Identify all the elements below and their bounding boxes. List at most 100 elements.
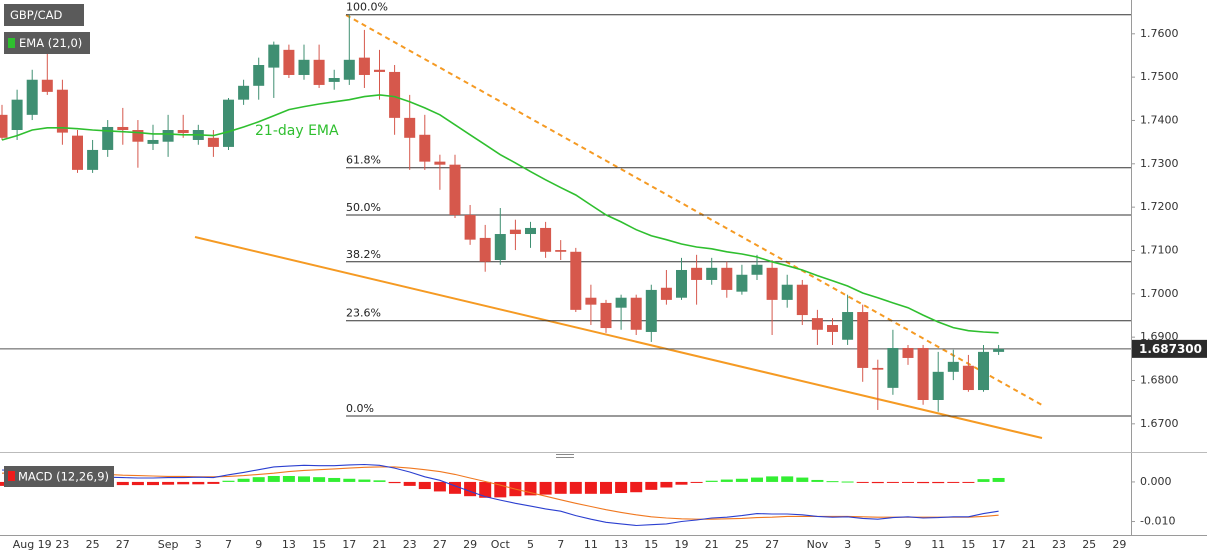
axes: Aug 19 23 25 27 Sep 3 7 9 13 15 17 21 23 27 29 Oct 5 7 11 1… <box>13 27 1207 551</box>
candle-body <box>932 371 944 400</box>
candle-body <box>419 134 431 162</box>
candle-body <box>464 214 476 240</box>
y-tick-label: -0.010 <box>1140 515 1175 528</box>
candle-body <box>56 89 68 133</box>
histogram-bar <box>418 481 431 490</box>
candle-body <box>555 250 567 252</box>
histogram-bar <box>796 477 809 482</box>
histogram-bar <box>660 481 673 488</box>
last-price-box <box>1132 339 1207 358</box>
histogram-bar <box>328 477 341 482</box>
x-tick-label: Sep <box>158 538 179 551</box>
histogram-bar <box>690 481 703 483</box>
histogram-bar <box>539 481 552 495</box>
x-tick-label: 5 <box>874 538 881 551</box>
histogram-bar <box>781 476 794 482</box>
candle-body <box>117 126 129 131</box>
histogram-bar <box>766 476 779 482</box>
candle-body <box>887 347 899 388</box>
y-tick-label: 1.7100 <box>1140 243 1179 256</box>
legend-swatch <box>8 471 15 481</box>
fibonacci-label: 61.8% <box>346 154 381 167</box>
candle-body <box>796 284 808 316</box>
candle-body <box>72 135 83 170</box>
x-tick-label: 19 <box>675 538 689 551</box>
legend: GBP/CAD EMA (21,0) MACD (12,26,9) <box>4 4 114 487</box>
histogram-bar <box>162 481 175 485</box>
histogram-bar <box>811 479 824 482</box>
candle-body <box>615 297 627 308</box>
histogram-bar <box>600 481 612 494</box>
candle-body <box>509 229 521 235</box>
x-tick-label: 15 <box>644 538 658 551</box>
candle-body <box>479 237 491 262</box>
y-tick-label: 1.7500 <box>1140 70 1179 83</box>
legend-box <box>4 466 114 487</box>
x-tick-label: 15 <box>312 538 326 551</box>
candle-body <box>374 69 385 72</box>
histogram-bar <box>313 477 326 482</box>
x-tick-label: 21 <box>1022 538 1036 551</box>
panel-resize-handle[interactable] <box>556 454 574 458</box>
candle-body <box>691 267 703 280</box>
x-tick-label: 9 <box>255 538 262 551</box>
legend-box <box>4 32 90 54</box>
x-tick-label: 25 <box>86 538 100 551</box>
histogram-bar <box>645 481 658 490</box>
x-tick-label: 29 <box>1112 538 1126 551</box>
candle-body <box>162 130 174 142</box>
histogram-bar <box>147 481 159 486</box>
histogram-bar <box>826 481 839 483</box>
histogram-bar <box>403 481 416 486</box>
candle-body <box>283 49 295 75</box>
candle-body <box>41 79 53 92</box>
fibonacci-label: 50.0% <box>346 201 381 214</box>
candle-body <box>706 267 718 280</box>
candle-body <box>751 264 763 275</box>
histogram-bar <box>388 481 401 484</box>
histogram-bar <box>841 481 854 483</box>
x-tick-label: 13 <box>282 538 296 551</box>
y-tick-label: 1.7000 <box>1140 287 1179 300</box>
histogram-bar <box>569 481 582 494</box>
fibonacci-levels: 100.0% 61.8% 50.0% 38.2% 23.6% 0.0% <box>0 1 1131 417</box>
y-tick-label: 1.7600 <box>1140 27 1179 40</box>
histogram-bar <box>705 480 718 482</box>
candle-body <box>540 227 552 252</box>
candle-body <box>0 114 8 138</box>
candle-body <box>645 289 657 332</box>
candle-body <box>902 347 914 358</box>
legend-label: MACD (12,26,9) <box>18 470 109 484</box>
candle-body <box>842 312 854 340</box>
x-tick-label: Nov <box>807 538 829 551</box>
candle-body <box>253 65 265 86</box>
candle-body <box>570 251 582 310</box>
candle-body <box>827 325 838 332</box>
histogram-bar <box>237 478 250 482</box>
price-panel <box>0 14 1005 412</box>
histogram-bar <box>433 481 446 492</box>
candle-body <box>600 302 612 329</box>
candle-body <box>676 269 687 298</box>
candle-body <box>343 59 355 80</box>
candle-body <box>947 361 959 372</box>
x-tick-label: 25 <box>735 538 749 551</box>
candle-body <box>736 274 748 292</box>
support-trendline <box>194 236 1043 439</box>
x-tick-label: 23 <box>1052 538 1066 551</box>
candle-body <box>238 85 250 100</box>
histogram-bar <box>131 481 144 486</box>
fibonacci-label: 0.0% <box>346 402 374 415</box>
candle-body <box>766 267 778 300</box>
resistance-trendline <box>345 14 1043 406</box>
fibonacci-label: 23.6% <box>346 307 381 320</box>
histogram-bar <box>615 481 628 494</box>
x-tick-label: 7 <box>225 538 232 551</box>
x-tick-label: 29 <box>463 538 477 551</box>
x-tick-label: 27 <box>433 538 447 551</box>
histogram-bar <box>977 479 990 482</box>
macd-line <box>1 463 999 527</box>
histogram-bar <box>992 477 1005 482</box>
candle-body <box>147 139 159 144</box>
candle-body <box>525 227 536 235</box>
